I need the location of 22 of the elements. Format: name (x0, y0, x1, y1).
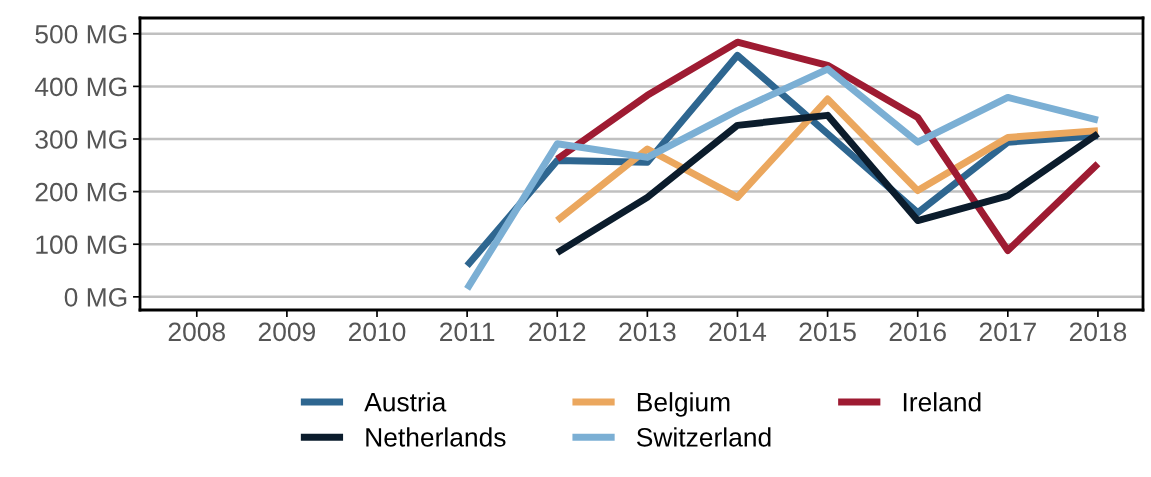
x-tick-label: 2016 (889, 322, 946, 342)
x-tick-label: 2012 (529, 322, 586, 342)
x-tick-label: 2011 (440, 322, 495, 342)
y-tick-label: 0 MG (64, 287, 127, 307)
y-tick-label: 300 MG (35, 130, 127, 149)
legend-label: Netherlands (366, 427, 506, 447)
x-tick-label: 2009 (258, 322, 315, 342)
x-tick-label: 2015 (799, 322, 856, 342)
legend-label: Ireland (903, 392, 981, 412)
y-tick-label: 400 MG (34, 77, 127, 97)
legend-label: Switzerland (636, 427, 771, 447)
x-tick-label: 2014 (709, 322, 767, 342)
x-tick-label: 2008 (168, 322, 225, 342)
y-tick-label: 100 MG (36, 235, 127, 255)
y-tick-label: 200 MG (35, 182, 127, 202)
y-tick-label: 500 MG (35, 24, 127, 44)
x-tick-label: 2017 (979, 322, 1036, 342)
x-tick-label: 2013 (619, 322, 676, 342)
x-tick-label: 2010 (348, 322, 406, 342)
legend-label: Belgium (637, 392, 730, 417)
legend-label: Austria (364, 392, 447, 412)
x-tick-label: 2018 (1069, 322, 1127, 342)
